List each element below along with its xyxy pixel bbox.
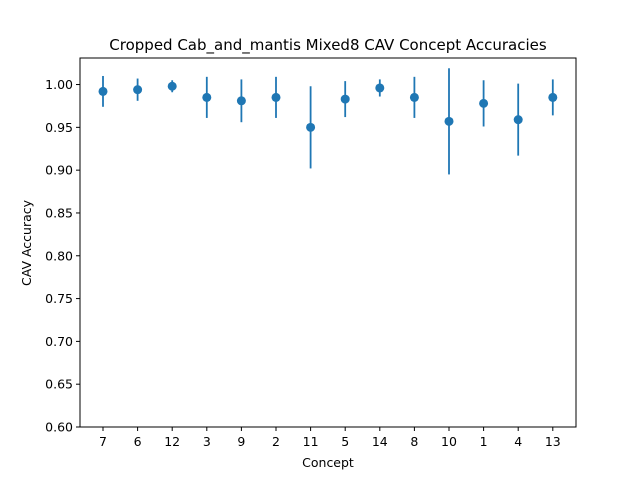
data-point	[202, 92, 212, 102]
x-tick-label: 13	[545, 434, 561, 449]
x-tick-label: 6	[134, 434, 142, 449]
y-tick-label: 0.75	[45, 291, 73, 306]
data-point	[236, 96, 246, 106]
x-tick-label: 10	[441, 434, 457, 449]
plot-area: 0.600.650.700.750.800.850.900.951.007 6 12…	[45, 57, 577, 449]
x-tick-label: 5	[341, 434, 349, 449]
data-point	[98, 86, 108, 96]
y-tick-label: 1.00	[45, 77, 73, 92]
x-tick-label: 4	[514, 434, 522, 449]
data-point	[375, 83, 385, 93]
y-tick-label: 0.80	[45, 248, 73, 263]
data-point	[548, 92, 558, 102]
data-point	[513, 115, 523, 125]
x-tick-label: 3	[203, 434, 211, 449]
y-tick-label: 0.70	[45, 334, 73, 349]
y-tick-label: 0.95	[45, 120, 73, 135]
data-point	[271, 92, 281, 102]
x-tick-label: 14	[372, 434, 388, 449]
x-tick-label: 9	[237, 434, 245, 449]
x-tick-label: 2	[272, 434, 280, 449]
y-tick-label: 0.65	[45, 377, 73, 392]
y-tick-label: 0.90	[45, 163, 73, 178]
x-axis-label: Concept	[302, 455, 354, 470]
chart-title: Cropped Cab_and_mantis Mixed8 CAV Concep…	[109, 36, 547, 55]
data-point	[479, 98, 489, 108]
data-point	[340, 94, 350, 104]
plot-frame	[79, 57, 577, 428]
data-point	[167, 81, 177, 91]
x-tick-label: 11	[303, 434, 319, 449]
x-tick-label: 8	[410, 434, 418, 449]
data-point	[133, 85, 143, 95]
y-tick-label: 0.60	[45, 420, 73, 435]
y-axis-label: CAV Accuracy	[19, 199, 34, 286]
x-tick-label: 12	[164, 434, 180, 449]
data-point	[306, 122, 316, 132]
y-tick-label: 0.85	[45, 205, 73, 220]
x-tick-label: 7	[99, 434, 107, 449]
data-point	[409, 92, 419, 102]
x-tick-label: 1	[480, 434, 488, 449]
data-point	[444, 116, 454, 126]
